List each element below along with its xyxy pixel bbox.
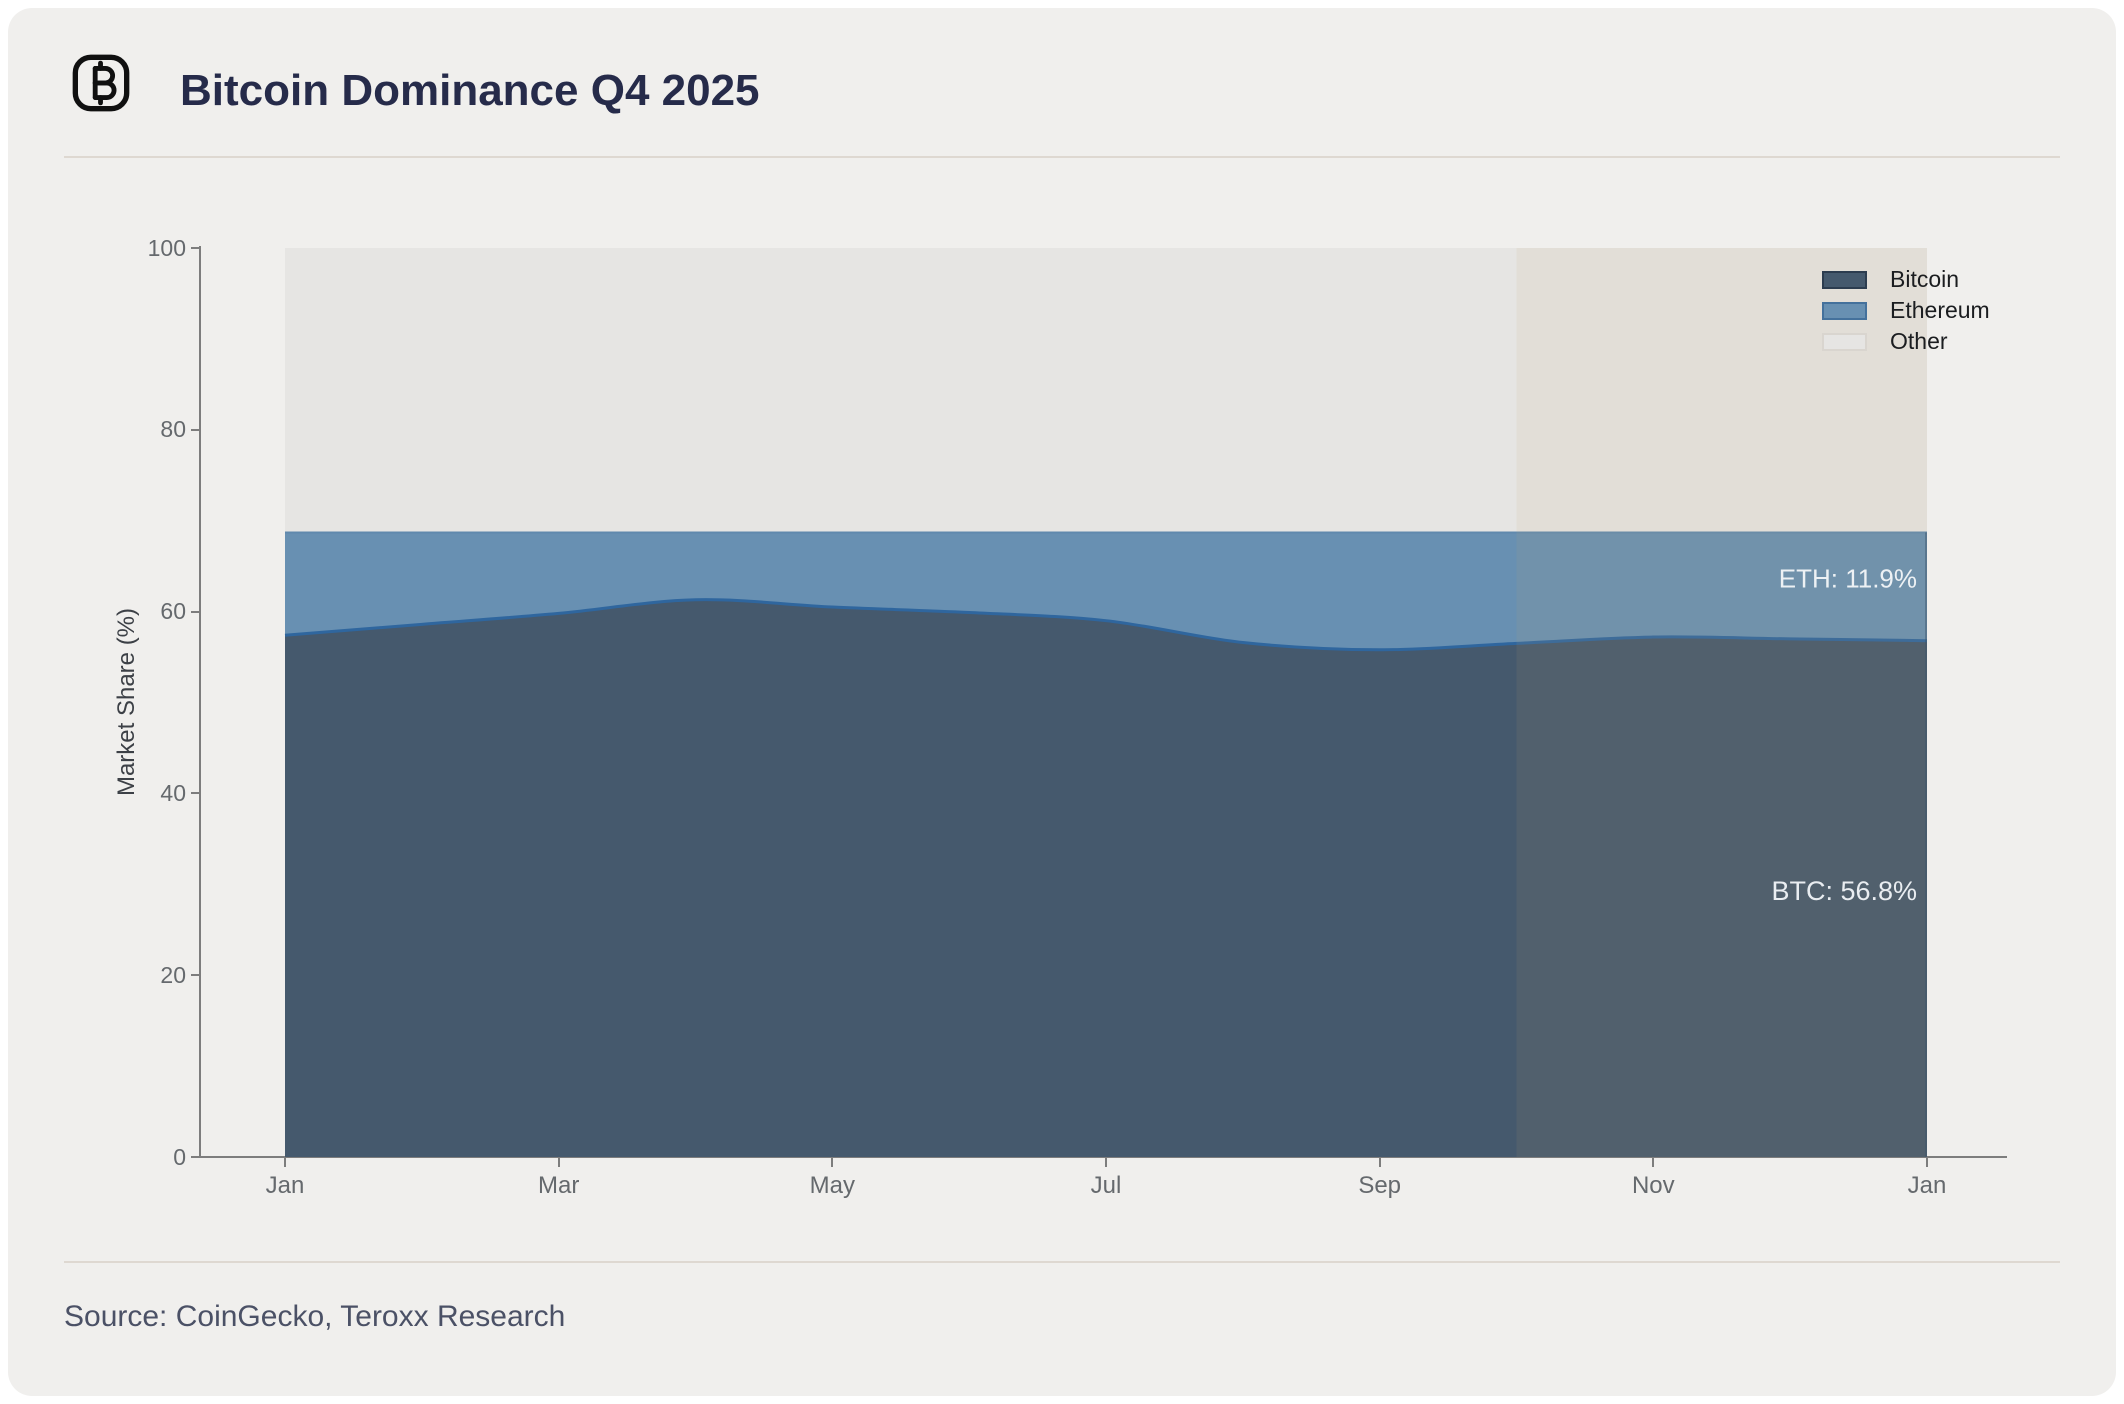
legend-swatch-other [1822,332,1867,351]
area-bitcoin [285,599,1927,1157]
stacked-area-plot: ETH: 11.9% BTC: 56.8% [284,248,1928,1157]
header-divider [64,156,2060,158]
legend-label: Other [1890,328,1948,354]
eth-label: ETH: 11.9% [1779,564,1917,594]
bitcoin-icon [72,54,130,112]
y-tick-label: 80 [160,416,186,443]
dominance-card: Bitcoin Dominance Q4 2025 Market Share (… [8,8,2116,1396]
legend-item-other: Other [1822,326,1990,357]
x-tick-mark [1652,1158,1655,1167]
btc-label: BTC: 56.8% [1771,876,1917,906]
x-tick-label: Jan [1907,1172,1947,1199]
legend-swatch-ethereum [1822,301,1867,320]
x-tick-label: May [809,1172,855,1199]
legend-item-ethereum: Ethereum [1822,295,1990,326]
x-tick-mark [1105,1158,1107,1167]
legend-label: Ethereum [1890,297,1990,323]
q4-highlight-span [1516,248,1927,1157]
y-tick-label: 20 [160,961,186,988]
legend-label: Bitcoin [1890,266,1960,292]
y-tick-mark [191,974,200,977]
x-tick-mark [284,1158,286,1167]
y-tick-mark [191,247,200,249]
area-other [285,248,1927,533]
y-tick-label: 40 [160,779,186,806]
area-ethereum [285,532,1927,650]
x-tick-label: Mar [538,1172,580,1199]
y-axis-label: Market Share (%) [113,607,140,797]
x-tick-mark [557,1158,560,1167]
source-note: Source: CoinGecko, Teroxx Research [64,1300,566,1333]
y-tick-mark [191,610,200,613]
chart-legend: Bitcoin Ethereum Other [1822,264,1990,357]
x-tick-label: Sep [1358,1172,1402,1199]
page-title: Bitcoin Dominance Q4 2025 [180,66,760,115]
x-tick-label: Nov [1631,1172,1675,1199]
y-axis-spine [199,246,201,1157]
footer-divider [64,1261,2060,1263]
y-tick-mark [191,1156,200,1158]
y-tick-label: 60 [160,598,186,625]
y-tick-label: 100 [147,234,186,261]
legend-swatch-bitcoin [1822,270,1867,289]
y-tick-mark [191,428,200,431]
x-tick-label: Jan [265,1172,305,1199]
y-tick-mark [191,792,200,795]
edge-bitcoin [284,598,1928,652]
y-tick-label: 0 [173,1143,186,1170]
x-tick-mark [1378,1158,1381,1167]
x-tick-mark [1926,1158,1928,1167]
legend-item-bitcoin: Bitcoin [1822,264,1990,295]
x-tick-label: Jul [1090,1172,1122,1199]
x-tick-mark [831,1158,834,1167]
